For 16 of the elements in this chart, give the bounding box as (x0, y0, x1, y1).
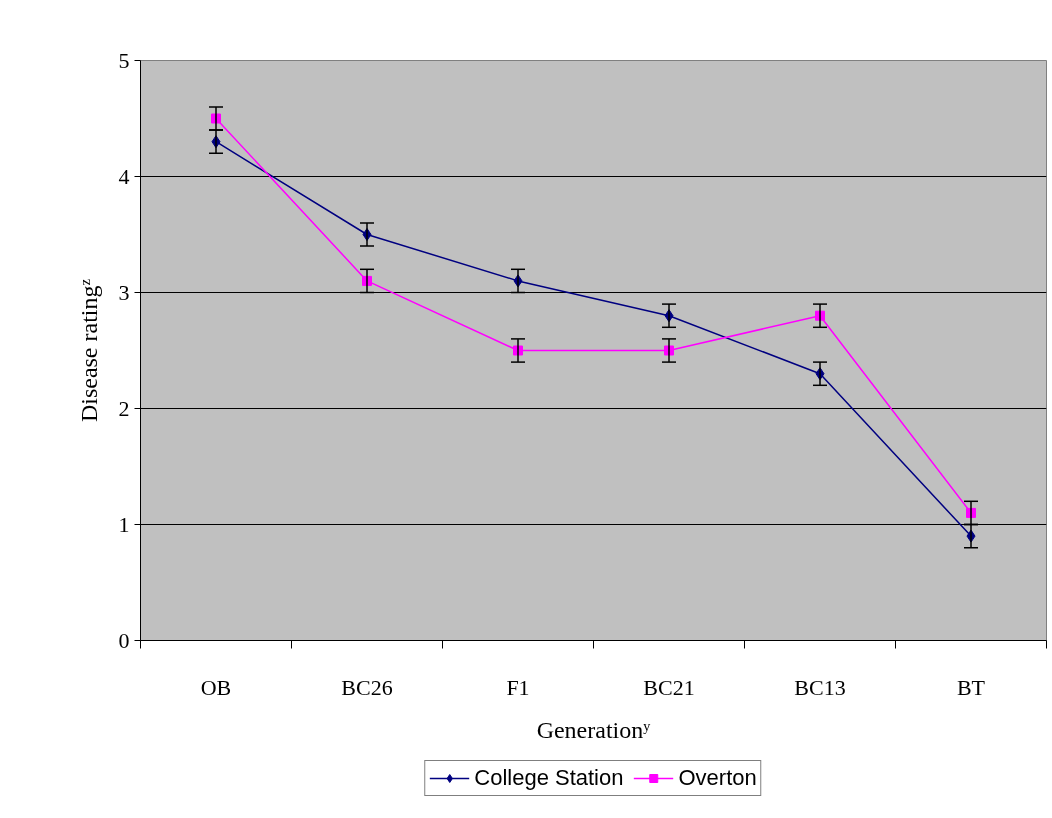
y-tick-label: 4 (118, 163, 130, 189)
legend-label: College Station (474, 765, 624, 791)
x-tick-label: F1 (506, 674, 530, 700)
y-tick-label: 1 (118, 511, 130, 537)
x-tick-label: OB (200, 674, 232, 700)
legend-label: Overton (678, 765, 757, 791)
x-tick-label: BT (956, 674, 986, 700)
x-axis-title: Generationʸ (536, 716, 652, 743)
y-axis-title: Disease ratingᶻ (75, 278, 102, 423)
x-tick-label: BC13 (794, 674, 846, 700)
y-tick-label: 5 (118, 47, 130, 73)
y-tick-label: 3 (118, 279, 130, 305)
y-tick-label: 2 (118, 395, 130, 421)
x-tick-label: BC21 (643, 674, 695, 700)
x-tick-label: BC26 (341, 674, 393, 700)
y-tick-label: 0 (118, 627, 130, 653)
